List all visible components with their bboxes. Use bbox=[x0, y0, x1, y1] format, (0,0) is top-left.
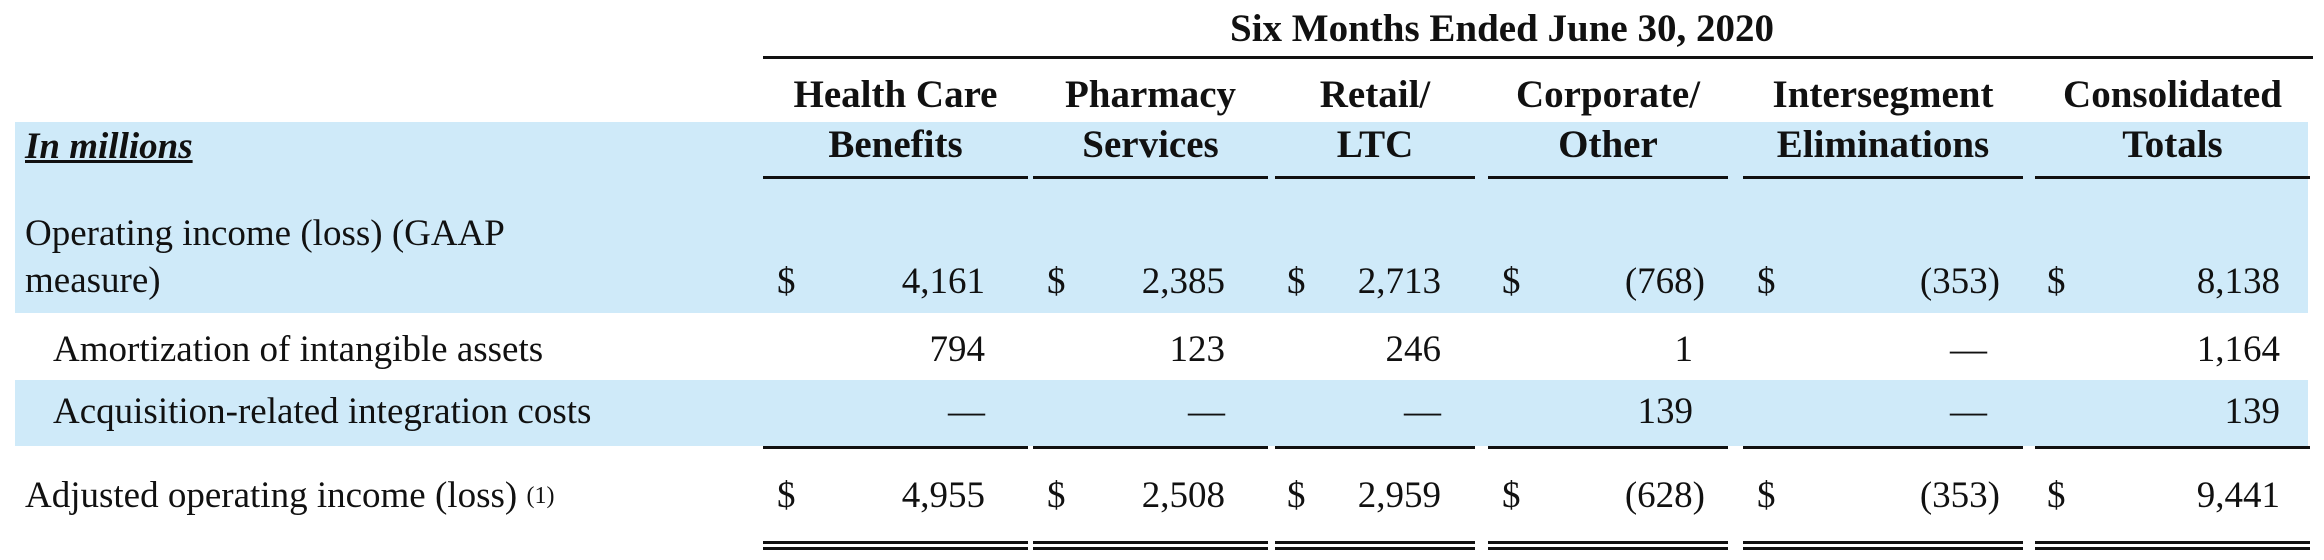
total-double-rule bbox=[1743, 541, 2023, 550]
col-header-pharmacy-services: Pharmacy Services bbox=[1033, 70, 1268, 170]
row-label-line2: measure) bbox=[25, 260, 161, 301]
total-double-rule bbox=[1033, 541, 1268, 550]
cell-value: — bbox=[1950, 329, 1987, 370]
cell-value: 139 bbox=[2224, 391, 2281, 432]
cell-value: (628) bbox=[1624, 475, 1705, 516]
subtotal-rule bbox=[1488, 446, 1728, 449]
currency-symbol: $ bbox=[777, 261, 796, 302]
cell-value: 4,955 bbox=[901, 475, 985, 516]
col-header-line1: Retail/ bbox=[1319, 73, 1431, 116]
row-label-text: Adjusted operating income (loss) bbox=[25, 475, 518, 516]
col-header-rule bbox=[1275, 176, 1475, 179]
row-band-operating-income bbox=[15, 122, 2308, 313]
col-header-rule bbox=[1488, 176, 1728, 179]
currency-symbol: $ bbox=[1287, 475, 1306, 516]
row-label-line1: Operating income (loss) (GAAP bbox=[25, 213, 505, 254]
currency-symbol: $ bbox=[1047, 261, 1066, 302]
subtotal-rule bbox=[763, 446, 1028, 449]
currency-symbol: $ bbox=[1757, 261, 1776, 302]
col-header-retail-ltc: Retail/ LTC bbox=[1275, 70, 1475, 170]
footnote-marker: (1) bbox=[526, 483, 555, 509]
cell-value: 2,385 bbox=[1141, 261, 1225, 302]
row-label-amortization: Amortization of intangible assets bbox=[53, 329, 544, 370]
cell-value: 9,441 bbox=[2196, 475, 2280, 516]
currency-symbol: $ bbox=[777, 475, 796, 516]
subtotal-rule bbox=[1275, 446, 1475, 449]
col-header-line2: Totals bbox=[2122, 123, 2223, 166]
total-double-rule bbox=[1488, 541, 1728, 550]
subtotal-rule bbox=[1743, 446, 2023, 449]
currency-symbol: $ bbox=[2047, 261, 2066, 302]
col-header-line1: Pharmacy bbox=[1064, 73, 1237, 116]
col-header-line2: Services bbox=[1082, 123, 1219, 166]
currency-symbol: $ bbox=[1502, 475, 1521, 516]
cell-value: 8,138 bbox=[2196, 261, 2280, 302]
col-header-line1: Consolidated bbox=[2063, 73, 2282, 116]
currency-symbol: $ bbox=[1757, 475, 1776, 516]
col-header-line1: Intersegment bbox=[1772, 73, 1994, 116]
col-header-intersegment-eliminations: Intersegment Eliminations bbox=[1743, 70, 2023, 170]
col-header-rule bbox=[2035, 176, 2310, 179]
cell-value: — bbox=[1404, 391, 1441, 432]
col-header-line2: Eliminations bbox=[1776, 123, 1990, 166]
col-header-line2: LTC bbox=[1336, 123, 1414, 166]
col-header-line2: Benefits bbox=[828, 123, 963, 166]
col-header-line1: Corporate/ bbox=[1515, 73, 1701, 116]
cell-value: 123 bbox=[1169, 329, 1226, 370]
currency-symbol: $ bbox=[1287, 261, 1306, 302]
col-header-corporate-other: Corporate/ Other bbox=[1488, 70, 1728, 170]
cell-value: 246 bbox=[1385, 329, 1442, 370]
currency-symbol: $ bbox=[1502, 261, 1521, 302]
cell-value: 1,164 bbox=[2196, 329, 2280, 370]
subtotal-rule bbox=[2035, 446, 2310, 449]
period-header-rule bbox=[763, 56, 2313, 59]
col-header-health-care-benefits: Health Care Benefits bbox=[763, 70, 1028, 170]
row-band-acquisition-costs bbox=[15, 380, 2308, 446]
total-double-rule bbox=[763, 541, 1028, 550]
cell-value: (768) bbox=[1624, 261, 1705, 302]
cell-value: 2,713 bbox=[1357, 261, 1441, 302]
col-header-rule bbox=[763, 176, 1028, 179]
col-header-line2: Other bbox=[1558, 123, 1658, 166]
cell-value: — bbox=[1188, 391, 1225, 432]
cell-value: (353) bbox=[1919, 261, 2000, 302]
col-header-consolidated-totals: Consolidated Totals bbox=[2035, 70, 2310, 170]
cell-value: 1 bbox=[1674, 329, 1694, 370]
cell-value: 4,161 bbox=[901, 261, 985, 302]
units-label: In millions bbox=[25, 126, 193, 167]
col-header-line1: Health Care bbox=[793, 73, 998, 116]
cell-value: — bbox=[948, 391, 985, 432]
cell-value: 794 bbox=[929, 329, 986, 370]
currency-symbol: $ bbox=[1047, 475, 1066, 516]
currency-symbol: $ bbox=[2047, 475, 2066, 516]
period-header: Six Months Ended June 30, 2020 bbox=[1230, 7, 1774, 50]
row-label-acquisition-costs: Acquisition-related integration costs bbox=[53, 391, 592, 432]
col-header-rule bbox=[1743, 176, 2023, 179]
row-label-operating-income: Operating income (loss) (GAAP measure) bbox=[25, 210, 505, 304]
total-double-rule bbox=[1275, 541, 1475, 550]
cell-value: 139 bbox=[1637, 391, 1694, 432]
cell-value: 2,959 bbox=[1357, 475, 1441, 516]
col-header-rule bbox=[1033, 176, 1268, 179]
cell-value: (353) bbox=[1919, 475, 2000, 516]
subtotal-rule bbox=[1033, 446, 1268, 449]
row-label-adjusted-operating-income: Adjusted operating income (loss) (1) bbox=[25, 474, 554, 517]
total-double-rule bbox=[2035, 541, 2310, 550]
cell-value: — bbox=[1950, 391, 1987, 432]
cell-value: 2,508 bbox=[1141, 475, 1225, 516]
